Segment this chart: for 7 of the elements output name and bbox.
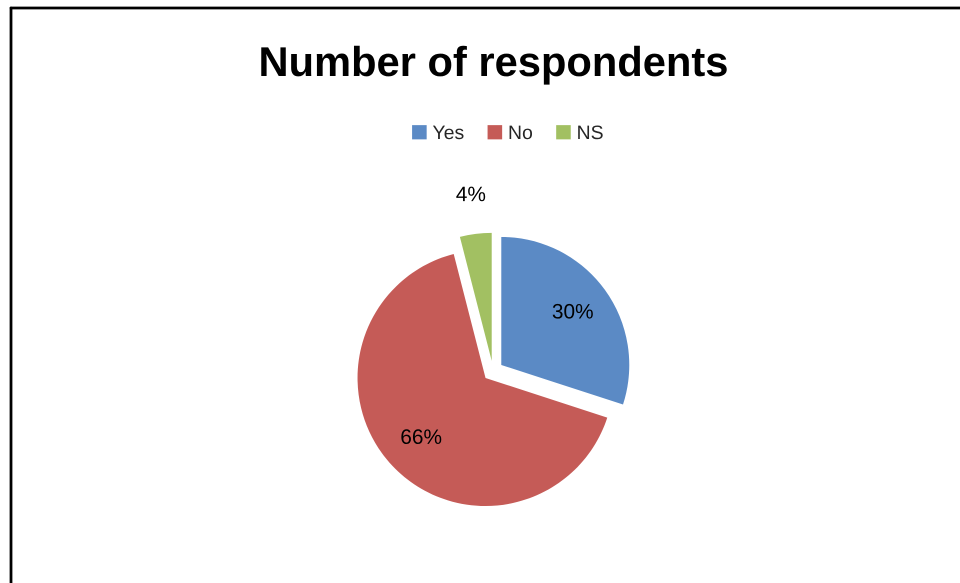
- legend-label: Yes: [432, 126, 464, 140]
- legend-label: NS: [578, 125, 603, 140]
- data-label: 4%: [456, 186, 486, 202]
- data-label: 30%: [552, 304, 593, 319]
- legend-label: No: [510, 126, 532, 140]
- data-label: 66%: [401, 429, 442, 444]
- chart-title: Number of respondents: [261, 46, 727, 85]
